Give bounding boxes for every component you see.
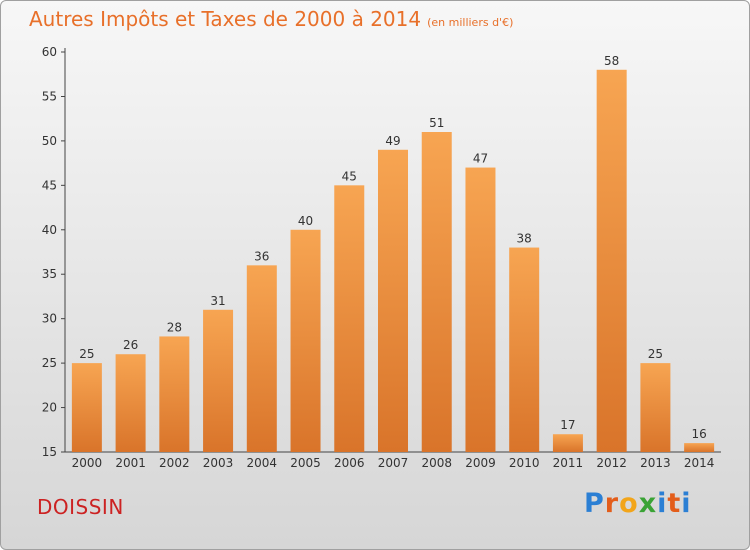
logo-letter: i bbox=[681, 488, 692, 519]
bar bbox=[203, 309, 234, 452]
bar bbox=[684, 443, 715, 452]
bar-value-label: 25 bbox=[79, 347, 94, 361]
bar bbox=[334, 185, 365, 453]
y-tick-label: 35 bbox=[42, 267, 57, 281]
x-tick-label: 2014 bbox=[684, 456, 715, 470]
y-tick-label: 30 bbox=[42, 312, 57, 326]
chart-unit: (en milliers d'€) bbox=[427, 16, 514, 29]
bar-value-label: 26 bbox=[123, 338, 138, 352]
logo-letter: t bbox=[667, 488, 682, 519]
y-tick-label: 20 bbox=[42, 401, 57, 415]
bar bbox=[465, 167, 496, 453]
bar bbox=[421, 132, 452, 452]
bar bbox=[290, 229, 321, 452]
logo-letter: r bbox=[604, 488, 620, 519]
bar-value-label: 58 bbox=[604, 54, 619, 68]
x-tick-label: 2003 bbox=[203, 456, 234, 470]
bar-value-label: 51 bbox=[429, 116, 444, 130]
bar bbox=[509, 247, 540, 452]
x-tick-label: 2007 bbox=[378, 456, 409, 470]
bar bbox=[159, 336, 190, 452]
bar-value-label: 47 bbox=[473, 152, 488, 166]
commune-name: DOISSIN bbox=[37, 495, 124, 519]
bar-value-label: 49 bbox=[385, 134, 400, 148]
y-tick-label: 40 bbox=[42, 223, 57, 237]
bar-value-label: 45 bbox=[342, 169, 357, 183]
x-tick-label: 2002 bbox=[159, 456, 190, 470]
x-tick-label: 2011 bbox=[553, 456, 584, 470]
x-tick-label: 2013 bbox=[640, 456, 671, 470]
logo-letter: x bbox=[638, 488, 658, 519]
logo-letter: P bbox=[584, 488, 605, 519]
bar bbox=[596, 69, 627, 453]
x-tick-label: 2006 bbox=[334, 456, 365, 470]
bar bbox=[378, 149, 408, 452]
bar bbox=[115, 354, 146, 452]
x-tick-label: 2009 bbox=[465, 456, 496, 470]
y-tick-label: 50 bbox=[42, 134, 57, 148]
chart-title: Autres Impôts et Taxes de 2000 à 2014 (en… bbox=[29, 7, 514, 31]
x-tick-label: 2000 bbox=[72, 456, 103, 470]
x-tick-label: 2005 bbox=[290, 456, 321, 470]
bar-value-label: 25 bbox=[648, 347, 663, 361]
bar-value-label: 40 bbox=[298, 214, 313, 228]
y-tick-label: 55 bbox=[42, 89, 57, 103]
x-tick-label: 2010 bbox=[509, 456, 540, 470]
bar bbox=[552, 434, 583, 452]
bar-value-label: 28 bbox=[167, 320, 182, 334]
y-tick-label: 15 bbox=[42, 445, 57, 459]
x-tick-label: 2008 bbox=[421, 456, 452, 470]
bar bbox=[246, 265, 277, 452]
bar-value-label: 36 bbox=[254, 249, 269, 263]
logo-letter: i bbox=[657, 488, 668, 519]
y-tick-label: 25 bbox=[42, 356, 57, 370]
logo-letter: o bbox=[619, 488, 639, 519]
bar-value-label: 17 bbox=[560, 418, 575, 432]
bar-value-label: 16 bbox=[691, 427, 706, 441]
y-tick-label: 45 bbox=[42, 178, 57, 192]
bar bbox=[71, 363, 102, 452]
x-tick-label: 2001 bbox=[115, 456, 146, 470]
bar-value-label: 31 bbox=[210, 294, 225, 308]
bar bbox=[640, 363, 671, 452]
x-tick-label: 2012 bbox=[596, 456, 627, 470]
bar-value-label: 38 bbox=[517, 232, 532, 246]
proxiti-logo[interactable]: Proxiti bbox=[584, 488, 692, 519]
y-tick-label: 60 bbox=[42, 45, 57, 59]
x-tick-label: 2004 bbox=[247, 456, 278, 470]
